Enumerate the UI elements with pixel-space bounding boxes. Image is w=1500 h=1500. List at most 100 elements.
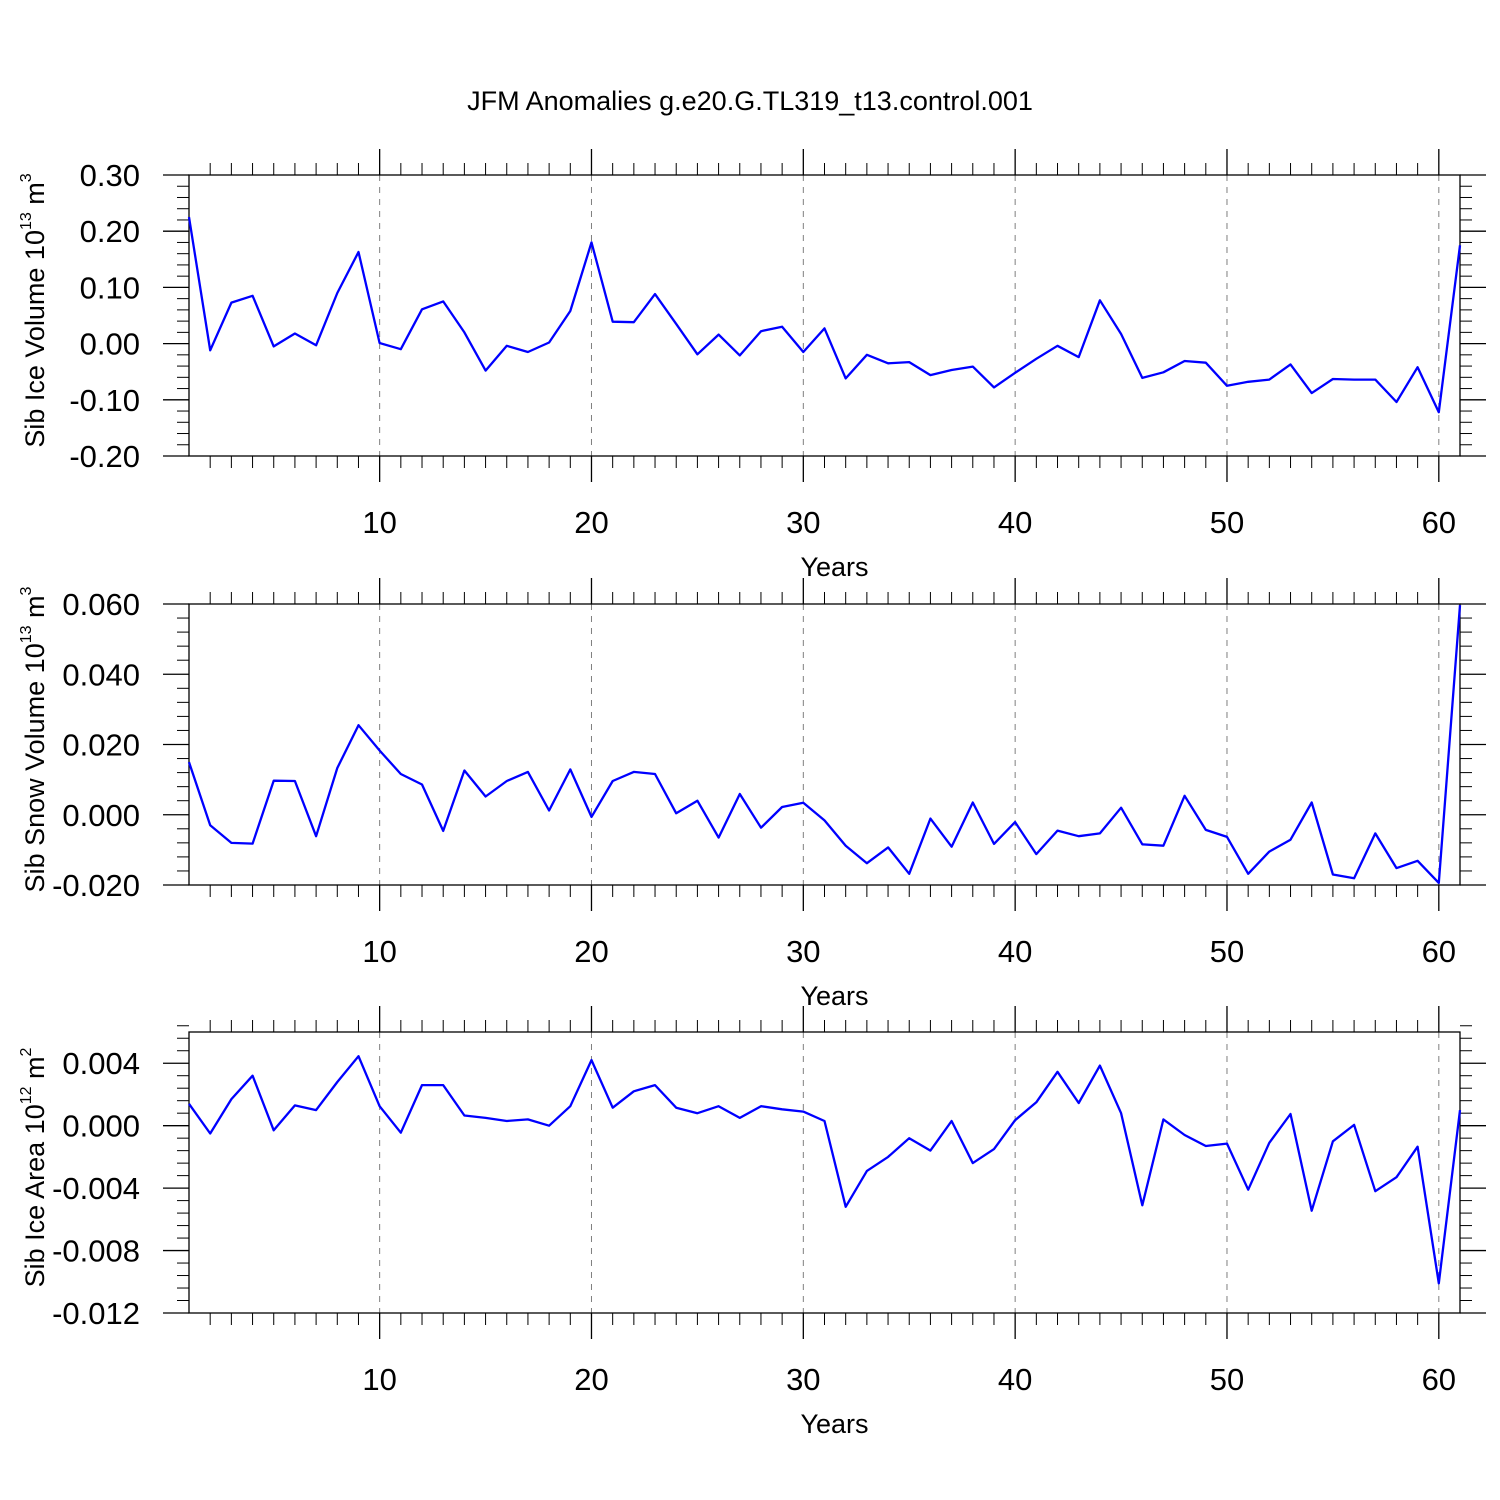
data-point	[802, 351, 804, 353]
data-point	[718, 1105, 720, 1107]
data-point	[1141, 1204, 1143, 1206]
data-point	[993, 386, 995, 388]
data-point	[675, 1107, 677, 1109]
data-point	[400, 348, 402, 350]
data-point	[1120, 807, 1122, 809]
data-point	[1162, 371, 1164, 373]
x-tick-label: 40	[998, 505, 1032, 540]
data-point	[1078, 835, 1080, 837]
data-point	[1184, 1134, 1186, 1136]
data-point	[1226, 1143, 1228, 1145]
x-tick-label: 40	[998, 934, 1032, 969]
data-point	[1014, 1119, 1016, 1121]
data-point	[591, 1059, 593, 1061]
data-point	[252, 843, 254, 845]
x-tick-label: 20	[574, 1362, 608, 1397]
data-point	[548, 342, 550, 344]
x-tick-label: 20	[574, 505, 608, 540]
data-point	[1057, 1071, 1059, 1073]
data-point	[1311, 1210, 1313, 1212]
chart-panel-2: 10 20 30 40 50 60 -0.020 0.000 0.020 0.040 0.060 Ye…	[18, 578, 1486, 1011]
data-point	[696, 800, 698, 802]
x-tick-label: 10	[362, 934, 396, 969]
data-point	[209, 824, 211, 826]
data-point	[866, 1170, 868, 1172]
y-tick-label: 0.30	[80, 158, 140, 193]
data-point	[612, 321, 614, 323]
data-point	[633, 321, 635, 323]
x-tick-label: 50	[1210, 934, 1244, 969]
data-point	[569, 310, 571, 312]
data-point	[506, 780, 508, 782]
y-axis-label-exponent: 13	[18, 625, 35, 643]
data-point	[1078, 356, 1080, 358]
series-line	[188, 1055, 1462, 1285]
data-point	[1332, 378, 1334, 380]
series-line	[187, 216, 1462, 414]
data-point	[760, 1105, 762, 1107]
data-point	[1035, 358, 1037, 360]
x-tick-label: 10	[362, 1362, 396, 1397]
data-point	[1438, 411, 1440, 413]
data-point	[548, 1125, 550, 1127]
data-point	[1120, 333, 1122, 335]
data-point	[993, 1148, 995, 1150]
data-point	[209, 349, 211, 351]
data-point	[379, 750, 381, 752]
x-axis-label: Years	[800, 552, 868, 582]
data-point	[1205, 1145, 1207, 1147]
x-tick-label: 10	[362, 505, 396, 540]
data-point	[1417, 1146, 1419, 1148]
data-point	[1353, 877, 1355, 879]
data-point	[506, 1120, 508, 1122]
data-point	[972, 802, 974, 804]
x-tick-label: 60	[1422, 1362, 1456, 1397]
y-tick-label: 0.040	[62, 657, 140, 692]
data-point	[463, 770, 465, 772]
data-point	[421, 1084, 423, 1086]
data-point	[273, 1129, 275, 1131]
y-tick-label: 0.060	[62, 587, 140, 622]
data-point	[463, 1115, 465, 1117]
data-point	[506, 345, 508, 347]
data-point	[527, 1118, 529, 1120]
data-point	[294, 780, 296, 782]
data-point	[739, 1117, 741, 1119]
data-point	[1353, 379, 1355, 381]
data-point	[400, 1132, 402, 1134]
chart-title: JFM Anomalies g.e20.G.TL319_t13.control.…	[467, 86, 1033, 116]
data-point	[485, 1117, 487, 1119]
data-point	[421, 784, 423, 786]
y-axis-label: Sib Snow Volume 1013 m3	[18, 586, 50, 892]
data-point	[1057, 345, 1059, 347]
y-axis-label: Sib Ice Volume 1013 m3	[18, 173, 50, 447]
data-point	[1035, 1101, 1037, 1103]
data-point	[1396, 401, 1398, 403]
data-point	[273, 780, 275, 782]
data-point	[887, 846, 889, 848]
data-point	[1374, 832, 1376, 834]
data-point	[718, 334, 720, 336]
x-tick-label: 30	[786, 505, 820, 540]
data-point	[802, 802, 804, 804]
data-point	[845, 1206, 847, 1208]
data-point	[908, 1137, 910, 1139]
data-point	[929, 374, 931, 376]
data-point	[696, 353, 698, 355]
y-axis-label-base: Sib Snow Volume 10	[20, 643, 50, 892]
y-axis-label-base: Sib Ice Volume 10	[20, 230, 50, 448]
data-point	[1353, 1124, 1355, 1126]
data-point	[929, 1150, 931, 1152]
data-point	[675, 812, 677, 814]
y-axis-label-unit-exponent: 3	[18, 173, 35, 182]
y-tick-label: 0.020	[62, 728, 140, 763]
data-point	[1184, 360, 1186, 362]
data-point	[1120, 1112, 1122, 1114]
data-point	[654, 293, 656, 295]
data-point	[591, 241, 593, 243]
y-axis-label-unit-exponent: 3	[18, 586, 35, 595]
data-point	[1205, 829, 1207, 831]
y-tick-label: -0.004	[52, 1171, 140, 1206]
